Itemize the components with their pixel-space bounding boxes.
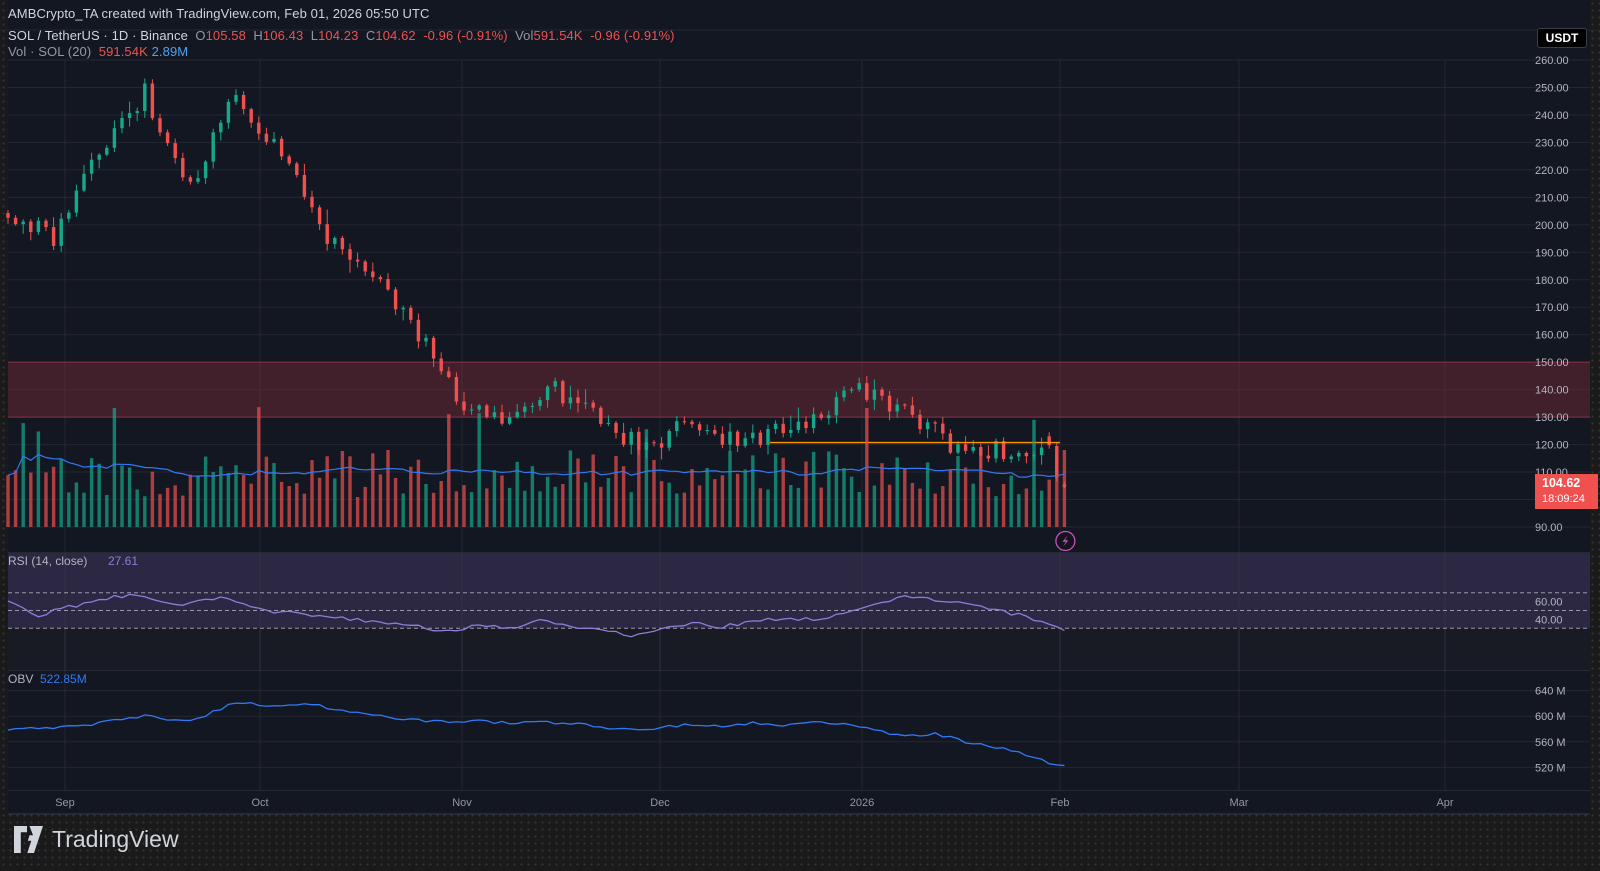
svg-text:2026: 2026 <box>850 797 874 809</box>
svg-text:240.00: 240.00 <box>1535 110 1569 122</box>
svg-text:560 M: 560 M <box>1535 737 1566 749</box>
svg-text:220.00: 220.00 <box>1535 165 1569 177</box>
svg-text:60.00: 60.00 <box>1535 597 1563 609</box>
svg-text:OBV: OBV <box>8 672 33 686</box>
svg-text:160.00: 160.00 <box>1535 330 1569 342</box>
svg-text:250.00: 250.00 <box>1535 82 1569 94</box>
svg-text:Mar: Mar <box>1230 797 1249 809</box>
svg-text:170.00: 170.00 <box>1535 302 1569 314</box>
svg-text:40.00: 40.00 <box>1535 614 1563 626</box>
svg-text:190.00: 190.00 <box>1535 247 1569 259</box>
svg-text:180.00: 180.00 <box>1535 275 1569 287</box>
svg-text:600 M: 600 M <box>1535 711 1566 723</box>
svg-text:520 M: 520 M <box>1535 762 1566 774</box>
svg-text:120.00: 120.00 <box>1535 440 1569 452</box>
svg-text:130.00: 130.00 <box>1535 412 1569 424</box>
svg-text:Nov: Nov <box>452 797 472 809</box>
svg-text:150.00: 150.00 <box>1535 357 1569 369</box>
svg-text:260.00: 260.00 <box>1535 55 1569 67</box>
svg-text:90.00: 90.00 <box>1535 522 1563 534</box>
svg-text:27.61: 27.61 <box>108 554 138 568</box>
svg-text:Dec: Dec <box>650 797 670 809</box>
svg-text:140.00: 140.00 <box>1535 385 1569 397</box>
svg-text:640 M: 640 M <box>1535 686 1566 698</box>
svg-text:Feb: Feb <box>1051 797 1070 809</box>
svg-text:210.00: 210.00 <box>1535 192 1569 204</box>
svg-text:230.00: 230.00 <box>1535 137 1569 149</box>
svg-text:Oct: Oct <box>251 797 268 809</box>
svg-text:522.85M: 522.85M <box>40 672 87 686</box>
svg-text:RSI (14, close): RSI (14, close) <box>8 554 87 568</box>
svg-text:Apr: Apr <box>1436 797 1453 809</box>
svg-text:Sep: Sep <box>55 797 75 809</box>
svg-text:200.00: 200.00 <box>1535 220 1569 232</box>
